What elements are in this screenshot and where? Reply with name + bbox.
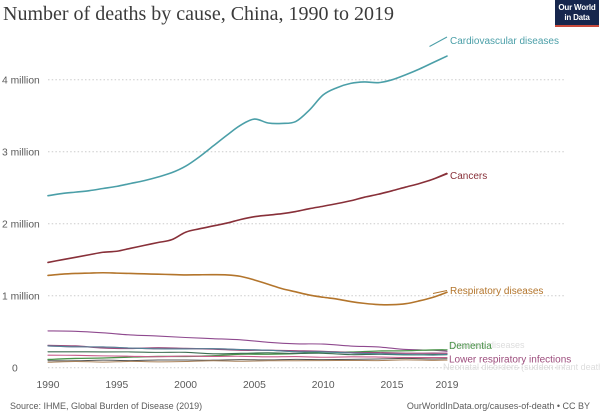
svg-text:1995: 1995 <box>105 380 128 391</box>
svg-text:Lower respiratory infections: Lower respiratory infections <box>449 355 571 366</box>
svg-text:1 million: 1 million <box>2 291 40 302</box>
svg-text:2 million: 2 million <box>2 219 40 230</box>
svg-text:2000: 2000 <box>174 380 197 391</box>
svg-text:2010: 2010 <box>312 380 335 391</box>
svg-text:2005: 2005 <box>243 380 266 391</box>
svg-text:1990: 1990 <box>37 380 60 391</box>
svg-text:4 million: 4 million <box>2 75 40 86</box>
svg-text:2019: 2019 <box>436 380 459 391</box>
svg-text:Cardiovascular diseases: Cardiovascular diseases <box>450 36 559 47</box>
svg-text:2015: 2015 <box>381 380 404 391</box>
svg-text:Respiratory diseases: Respiratory diseases <box>450 286 543 297</box>
svg-text:Dementia: Dementia <box>449 341 492 352</box>
svg-text:0: 0 <box>12 363 18 374</box>
svg-text:3 million: 3 million <box>2 147 40 158</box>
svg-text:Cancers: Cancers <box>450 171 487 182</box>
